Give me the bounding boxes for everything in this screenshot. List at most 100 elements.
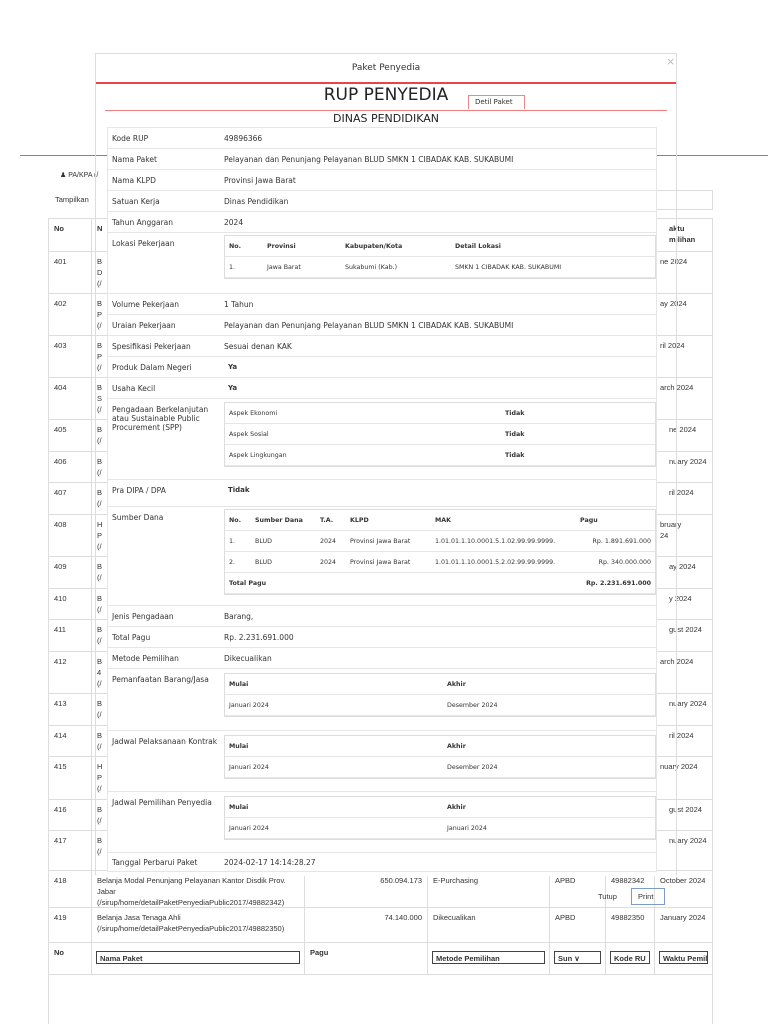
detail-table: No. Provinsi Kabupaten/Kota Detail Lokasi 1.… xyxy=(224,235,656,279)
cell-waktu: arch 2024 xyxy=(655,652,713,694)
field-satuan_kerja: Satuan Kerja Dinas Pendidikan xyxy=(107,190,657,211)
cell-pagu: 74.140.000 xyxy=(305,908,428,943)
paket-penyedia-modal: Paket Penyedia × RUP PENYEDIA Detil Pake… xyxy=(95,53,677,876)
cell-waktu: ril 2024 xyxy=(655,483,713,515)
cell-no: 405 xyxy=(48,420,92,452)
detail-cell: KLPD xyxy=(350,517,369,524)
pra_dipa-label: Pra DIPA / DPA xyxy=(112,486,166,495)
detail-cell: Rp. 340.000.000 xyxy=(598,559,651,566)
detail-cell: Desember 2024 xyxy=(447,764,498,771)
field-uraian: Uraian Pekerjaan Pelayanan dan Penunjang … xyxy=(107,314,657,335)
cell-waktu: y 2024 xyxy=(655,589,713,620)
detail-cell: Akhir xyxy=(447,743,466,750)
detail-cell: Desember 2024 xyxy=(447,702,498,709)
field-jenis: Jenis Pengadaan Barang, xyxy=(107,605,657,626)
detail-cell: Provinsi Jawa Barat xyxy=(350,559,411,566)
cell-waktu: October 2024 xyxy=(655,871,713,908)
metode-value: Dikecualikan xyxy=(224,654,272,663)
modal-title: Paket Penyedia xyxy=(351,63,421,73)
cell-no: 402 xyxy=(48,294,92,336)
cell-waktu: ay 2024 xyxy=(655,294,713,336)
cell-waktu: arch 2024 xyxy=(655,378,713,420)
detail-table: Mulai Akhir Januari 2024 Desember 2024 xyxy=(224,673,656,717)
metode-label: Metode Pemilihan xyxy=(112,654,179,663)
total_pagu-value: Rp. 2.231.691.000 xyxy=(224,633,294,642)
field-pdn: Produk Dalam Negeri Ya xyxy=(107,356,657,377)
cell-waktu: nuary 2024 xyxy=(655,694,713,726)
cell-sumber: APBD xyxy=(550,908,606,943)
cell-no: 417 xyxy=(48,831,92,871)
cell-no: 409 xyxy=(48,557,92,589)
field-lokasi: Lokasi Pekerjaan No. Provinsi Kabupaten/Kot… xyxy=(107,232,657,293)
detail-cell: 2. xyxy=(229,559,236,566)
detail-cell: 1. xyxy=(229,264,236,271)
detail-cell: Mulai xyxy=(229,681,249,688)
footer-waktu: Waktu Pemil xyxy=(655,943,713,975)
detail-cell: Sumber Dana xyxy=(255,517,303,524)
tab-detil-paket[interactable]: Detil Paket xyxy=(468,95,525,109)
header-no: No xyxy=(48,218,92,252)
pelaksanaan-label: Jadwal Pelaksanaan Kontrak xyxy=(112,737,218,746)
kode_rup-value: 49896366 xyxy=(224,134,263,143)
uraian-value: Pelayanan dan Penunjang Pelayanan BLUD S… xyxy=(224,321,514,330)
detail-cell: Akhir xyxy=(447,681,466,688)
detail-row: Aspek Sosial Tidak xyxy=(225,424,655,445)
filter-waktu-input[interactable]: Waktu Pemil xyxy=(659,951,708,964)
filter-sumber-select[interactable]: Sun ∨ xyxy=(554,951,601,964)
filter-kode-input[interactable]: Kode RU xyxy=(610,951,650,964)
cell-nama[interactable]: Belanja Modal Penunjang Pelayanan Kantor… xyxy=(92,871,305,908)
cell-waktu: ril 2024 xyxy=(655,726,713,757)
cell-no: 419 xyxy=(48,908,92,943)
dinas-heading: DINAS PENDIDIKAN xyxy=(333,112,439,125)
usaha_kecil-label: Usaha Kecil xyxy=(112,384,156,393)
cell-no: 411 xyxy=(48,620,92,652)
print-button[interactable]: Print xyxy=(631,888,665,905)
field-total_pagu: Total Pagu Rp. 2.231.691.000 xyxy=(107,626,657,647)
detail-row: Mulai Akhir xyxy=(225,797,655,818)
detail-row: Aspek Ekonomi Tidak xyxy=(225,403,655,424)
nama_paket-label: Nama Paket xyxy=(112,155,157,164)
detail-row: 1. Jawa Barat Sukabumi (Kab.) SMKN 1 CIBADA… xyxy=(225,257,655,278)
cell-no: 406 xyxy=(48,452,92,483)
filter-nama-input[interactable]: Nama Paket xyxy=(96,951,300,964)
detail-table: Mulai Akhir Januari 2024 Desember 2024 xyxy=(224,735,656,779)
field-usaha_kecil: Usaha Kecil Ya xyxy=(107,377,657,398)
detail-row: Januari 2024 Desember 2024 xyxy=(225,695,655,716)
tanggal-value: 2024-02-17 14:14:28.27 xyxy=(224,858,316,867)
detail-cell: Total Pagu xyxy=(229,580,267,587)
pra_dipa-value: Tidak xyxy=(228,486,250,494)
detail-cell: No. xyxy=(229,517,241,524)
cell-no: 416 xyxy=(48,800,92,831)
cell-no: 412 xyxy=(48,652,92,694)
detail-cell: Kabupaten/Kota xyxy=(345,243,403,250)
detail-cell: No. xyxy=(229,243,241,250)
nama_klpd-label: Nama KLPD xyxy=(112,176,156,185)
filter-metode-input[interactable]: Metode Pemilihan xyxy=(432,951,545,964)
field-nama_paket: Nama Paket Pelayanan dan Penunjang Pelaya… xyxy=(107,148,657,169)
field-tanggal: Tanggal Perbarui Paket 2024-02-17 14:14:2… xyxy=(107,852,657,872)
rup-heading: RUP PENYEDIA xyxy=(323,85,449,105)
user-role-link[interactable]: ♟ PA/KPA (/ xyxy=(60,172,99,179)
field-pemanfaatan: Pemanfaatan Barang/Jasa Mulai Akhir Januari… xyxy=(107,668,657,730)
table-bottom xyxy=(48,975,713,1024)
cell-kode: 49882350 xyxy=(606,908,655,943)
detail-cell: Pagu xyxy=(580,517,598,524)
volume-label: Volume Pekerjaan xyxy=(112,300,179,309)
satuan_kerja-value: Dinas Pendidikan xyxy=(224,197,289,206)
cell-waktu: bruary 24 xyxy=(655,515,713,557)
detail-row: 1. BLUD 2024 Provinsi Jawa Barat 1.01.01.1.1… xyxy=(225,531,655,552)
close-icon[interactable]: × xyxy=(666,55,676,68)
detail-cell: Januari 2024 xyxy=(229,825,269,832)
cell-kode: 49882342 xyxy=(606,871,655,908)
modal-header xyxy=(96,54,676,127)
spesifikasi-label: Spesifikasi Pekerjaan xyxy=(112,342,191,351)
detail-row: Total Pagu Rp. 2.231.691.000 xyxy=(225,573,655,594)
detail-cell: Januari 2024 xyxy=(447,825,487,832)
tutup-button[interactable]: Tutup xyxy=(598,892,617,901)
detail-cell: BLUD xyxy=(255,538,272,545)
divider xyxy=(96,82,676,84)
detail-cell: Detail Lokasi xyxy=(455,243,501,250)
cell-nama[interactable]: Belanja Jasa Tenaga Ahli (/sirup/home/de… xyxy=(92,908,305,943)
detail-cell: Aspek Sosial xyxy=(229,431,269,438)
detail-cell: Provinsi xyxy=(267,243,296,250)
